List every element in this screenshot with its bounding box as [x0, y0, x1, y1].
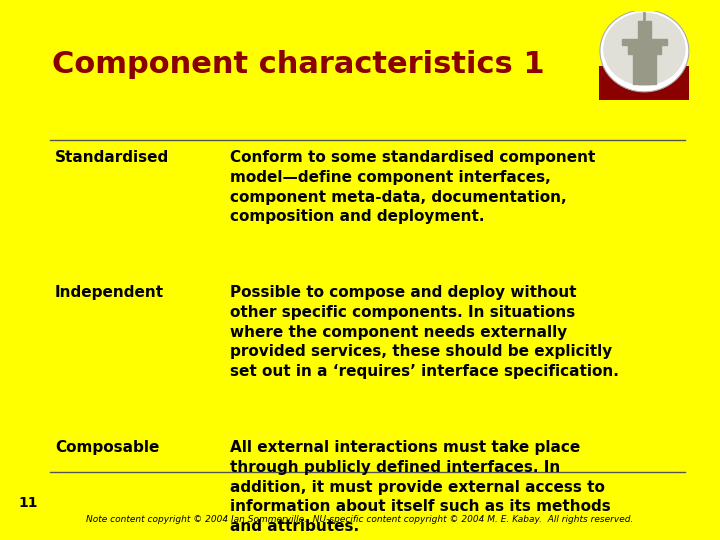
- Text: 11: 11: [18, 496, 37, 510]
- Text: All external interactions must take place
through publicly defined interfaces. I: All external interactions must take plac…: [230, 440, 611, 534]
- Text: Independent: Independent: [55, 285, 164, 300]
- Ellipse shape: [600, 10, 689, 92]
- Text: Composable: Composable: [55, 440, 159, 455]
- Polygon shape: [622, 39, 667, 84]
- Text: Standardised: Standardised: [55, 150, 169, 165]
- Text: Conform to some standardised component
model—define component interfaces,
compon: Conform to some standardised component m…: [230, 150, 595, 225]
- Text: Possible to compose and deploy without
other specific components. In situations
: Possible to compose and deploy without o…: [230, 285, 619, 379]
- Text: Component characteristics 1: Component characteristics 1: [52, 50, 544, 79]
- Text: Note content copyright © 2004 Ian Sommerville.  NU-specific content copyright © : Note content copyright © 2004 Ian Sommer…: [86, 515, 634, 524]
- FancyBboxPatch shape: [600, 66, 689, 100]
- Ellipse shape: [603, 12, 685, 86]
- Polygon shape: [638, 22, 651, 84]
